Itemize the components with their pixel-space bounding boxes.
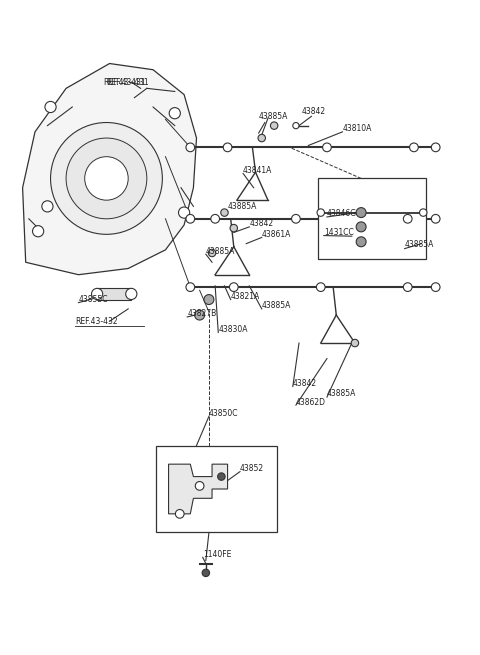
- Text: REF.43-432: REF.43-432: [75, 317, 118, 326]
- Circle shape: [356, 237, 366, 247]
- Circle shape: [204, 295, 214, 305]
- Circle shape: [208, 250, 216, 257]
- Circle shape: [317, 209, 324, 216]
- Circle shape: [126, 288, 137, 299]
- Circle shape: [211, 214, 219, 223]
- Circle shape: [270, 122, 278, 129]
- Circle shape: [409, 143, 418, 152]
- Bar: [156, 445, 277, 533]
- Circle shape: [323, 143, 331, 152]
- Text: REF.43-431: REF.43-431: [107, 78, 149, 86]
- Circle shape: [84, 157, 128, 200]
- Circle shape: [356, 208, 366, 217]
- Text: 43850C: 43850C: [209, 409, 239, 418]
- Text: 43885A: 43885A: [262, 301, 291, 310]
- Circle shape: [195, 310, 204, 320]
- Circle shape: [45, 102, 56, 113]
- Text: REF.43-431: REF.43-431: [103, 78, 146, 86]
- Circle shape: [50, 122, 162, 234]
- Circle shape: [186, 143, 195, 152]
- Text: 1431CC: 1431CC: [324, 228, 354, 237]
- Text: 43827B: 43827B: [187, 309, 216, 318]
- Circle shape: [293, 122, 299, 129]
- Circle shape: [92, 288, 103, 299]
- Text: 43842: 43842: [249, 219, 274, 228]
- Circle shape: [351, 339, 359, 346]
- Bar: [318, 178, 426, 259]
- Text: 43885A: 43885A: [259, 112, 288, 121]
- Text: 43842: 43842: [302, 107, 326, 116]
- Circle shape: [42, 201, 53, 212]
- Text: 43885A: 43885A: [206, 246, 235, 255]
- Circle shape: [432, 143, 440, 152]
- Circle shape: [230, 225, 238, 232]
- Circle shape: [179, 207, 190, 218]
- Circle shape: [186, 283, 195, 291]
- Circle shape: [217, 473, 225, 480]
- Circle shape: [169, 107, 180, 119]
- Bar: [97, 288, 132, 299]
- Text: 43852: 43852: [240, 464, 264, 473]
- Circle shape: [403, 283, 412, 291]
- Text: 43885A: 43885A: [405, 240, 434, 250]
- Circle shape: [291, 214, 300, 223]
- Text: 43885A: 43885A: [327, 390, 356, 398]
- Text: 1140FE: 1140FE: [203, 550, 231, 559]
- Circle shape: [258, 134, 265, 141]
- Polygon shape: [23, 64, 196, 274]
- Circle shape: [356, 222, 366, 232]
- Circle shape: [403, 214, 412, 223]
- Polygon shape: [168, 464, 228, 514]
- Circle shape: [229, 283, 238, 291]
- Circle shape: [420, 209, 427, 216]
- Circle shape: [175, 510, 184, 518]
- Text: 43821A: 43821A: [231, 292, 260, 301]
- Circle shape: [195, 481, 204, 490]
- Circle shape: [202, 569, 210, 576]
- Circle shape: [33, 225, 44, 237]
- Text: 43842: 43842: [293, 379, 317, 388]
- Text: 43830A: 43830A: [218, 325, 248, 334]
- Circle shape: [186, 214, 195, 223]
- Text: 43861A: 43861A: [262, 230, 291, 239]
- Text: 43862D: 43862D: [296, 398, 326, 407]
- Circle shape: [316, 283, 325, 291]
- Text: 43841A: 43841A: [243, 166, 273, 175]
- Text: 43810A: 43810A: [343, 124, 372, 133]
- Circle shape: [66, 138, 147, 219]
- Circle shape: [432, 214, 440, 223]
- Text: 43846G: 43846G: [327, 210, 357, 218]
- Circle shape: [432, 283, 440, 291]
- Text: 43855C: 43855C: [79, 295, 108, 304]
- Text: 43885A: 43885A: [228, 202, 257, 211]
- Circle shape: [223, 143, 232, 152]
- Circle shape: [221, 209, 228, 216]
